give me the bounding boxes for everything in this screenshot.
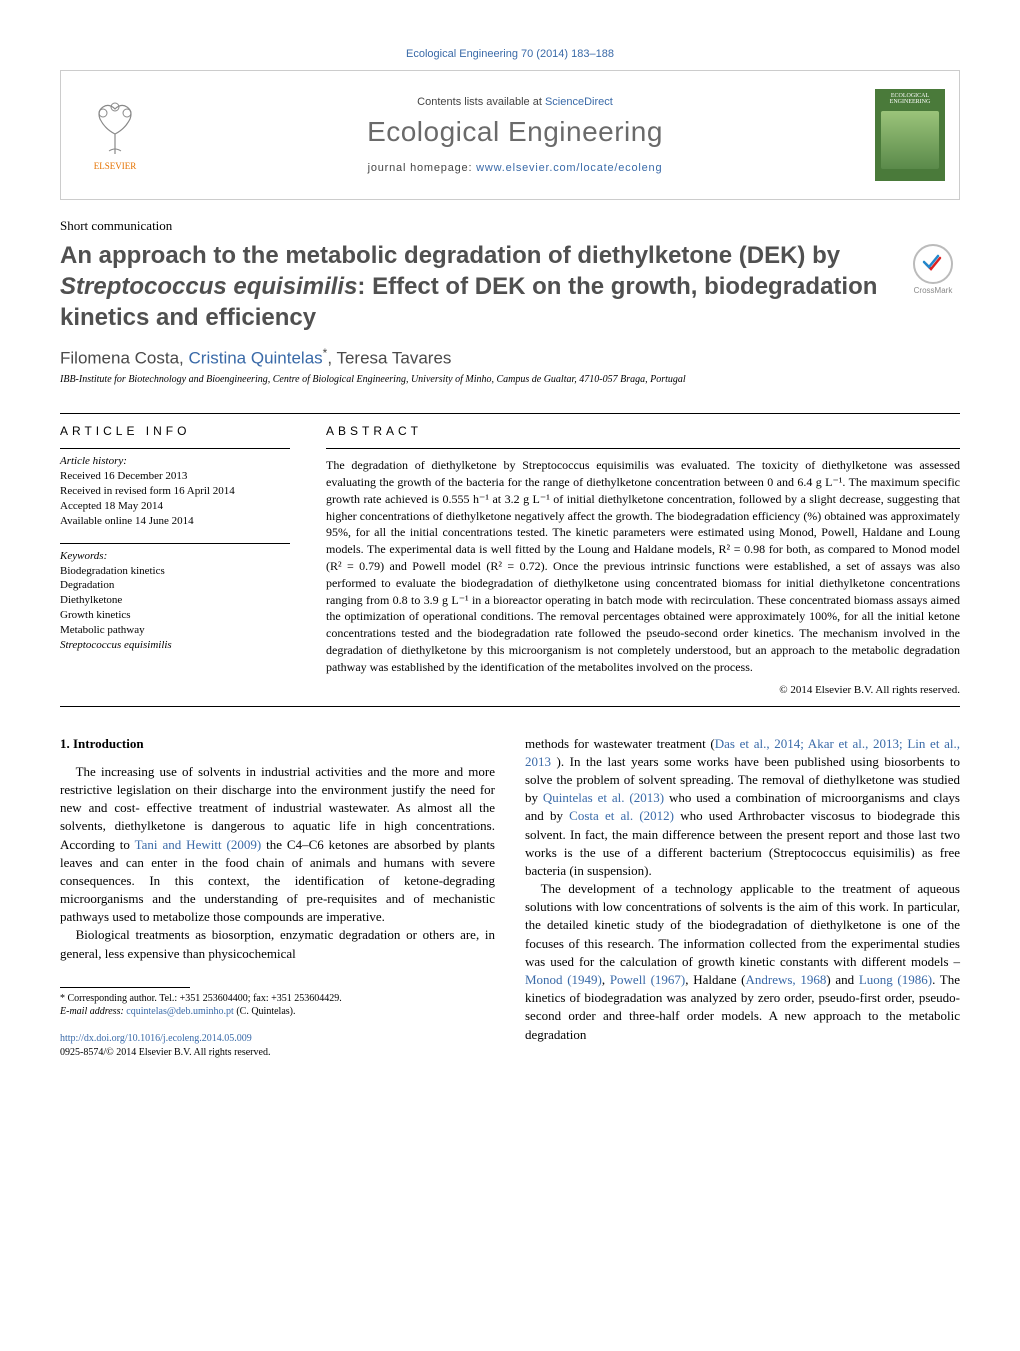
keyword-1: Biodegradation kinetics [60, 564, 290, 579]
author-3: , Teresa Tavares [327, 348, 451, 367]
corresponding-email-link[interactable]: cquintelas@deb.uminho.pt [126, 1006, 234, 1017]
c2p2c: , Haldane ( [685, 972, 745, 987]
crossmark-icon [920, 251, 946, 277]
author-1: Filomena Costa, [60, 348, 189, 367]
body-column-left: 1. Introduction The increasing use of so… [60, 735, 495, 1060]
keyword-3: Diethylketone [60, 593, 290, 608]
journal-cover-thumbnail: ECOLOGICAL ENGINEERING [875, 89, 945, 181]
elsevier-tree-icon [85, 99, 145, 159]
intro-para-2: Biological treatments as biosorption, en… [60, 926, 495, 962]
cover-thumb-image [881, 111, 939, 169]
ref-costa-2012[interactable]: Costa et al. (2012) [569, 808, 674, 823]
affiliation: IBB-Institute for Biotechnology and Bioe… [60, 374, 892, 385]
contents-available-line: Contents lists available at ScienceDirec… [155, 96, 875, 108]
intro-para-1: The increasing use of solvents in indust… [60, 763, 495, 927]
footnote-suffix: (C. Quintelas). [234, 1006, 296, 1017]
journal-homepage-line: journal homepage: www.elsevier.com/locat… [155, 162, 875, 174]
ref-luong-1986[interactable]: Luong (1986) [859, 972, 932, 987]
c2p2d: ) and [826, 972, 858, 987]
history-online: Available online 14 June 2014 [60, 514, 290, 529]
intro-para-3: The development of a technology applicab… [525, 880, 960, 1044]
article-title: An approach to the metabolic degradation… [60, 240, 892, 334]
keywords-divider [60, 543, 290, 544]
ref-quintelas-2013[interactable]: Quintelas et al. (2013) [543, 790, 664, 805]
abstract-copyright: © 2014 Elsevier B.V. All rights reserved… [326, 684, 960, 696]
abstract-subdivider [326, 448, 960, 449]
c2p2b: , [602, 972, 610, 987]
keyword-5: Metabolic pathway [60, 623, 290, 638]
footnote-line1: Corresponding author. Tel.: +351 2536044… [65, 993, 342, 1004]
doi-block: http://dx.doi.org/10.1016/j.ecoleng.2014… [60, 1032, 495, 1060]
divider-top [60, 413, 960, 414]
ref-monod-1949[interactable]: Monod (1949) [525, 972, 602, 987]
contents-prefix: Contents lists available at [417, 96, 545, 108]
ref-andrews-1968[interactable]: Andrews, 1968 [746, 972, 827, 987]
corresponding-footnote: * Corresponding author. Tel.: +351 25360… [60, 992, 495, 1018]
corresponding-author-link[interactable]: Cristina Quintelas [189, 348, 323, 367]
history-revised: Received in revised form 16 April 2014 [60, 484, 290, 499]
keyword-4: Growth kinetics [60, 608, 290, 623]
info-subdivider [60, 448, 290, 449]
keyword-2: Degradation [60, 578, 290, 593]
authors-line: Filomena Costa, Cristina Quintelas*, Ter… [60, 346, 892, 369]
cover-thumb-title: ECOLOGICAL ENGINEERING [879, 93, 941, 105]
history-received: Received 16 December 2013 [60, 469, 290, 484]
article-type-label: Short communication [60, 218, 960, 234]
doi-link[interactable]: http://dx.doi.org/10.1016/j.ecoleng.2014… [60, 1033, 252, 1044]
keywords-label: Keywords: [60, 550, 290, 562]
introduction-heading: 1. Introduction [60, 735, 495, 753]
article-info-heading: article info [60, 424, 290, 438]
article-history-label: Article history: [60, 455, 290, 467]
elsevier-logo: ELSEVIER [75, 99, 155, 171]
journal-header: ELSEVIER Contents lists available at Sci… [60, 70, 960, 200]
ref-tani-hewitt-2009[interactable]: Tani and Hewitt (2009) [135, 837, 262, 852]
sciencedirect-link[interactable]: ScienceDirect [545, 96, 613, 108]
abstract-heading: abstract [326, 424, 960, 438]
crossmark-badge[interactable]: CrossMark [906, 244, 960, 295]
running-citation: Ecological Engineering 70 (2014) 183–188 [60, 48, 960, 60]
crossmark-label: CrossMark [914, 286, 953, 295]
c2p2a: The development of a technology applicab… [525, 881, 960, 969]
divider-bottom [60, 706, 960, 707]
intro-para-2-cont: methods for wastewater treatment (Das et… [525, 735, 960, 881]
keyword-6: Streptococcus equisimilis [60, 638, 290, 653]
footnote-rule [60, 987, 190, 988]
elsevier-wordmark: ELSEVIER [94, 161, 137, 171]
history-accepted: Accepted 18 May 2014 [60, 499, 290, 514]
journal-name: Ecological Engineering [155, 116, 875, 148]
title-species-italic: Streptococcus equisimilis [60, 273, 357, 300]
homepage-prefix: journal homepage: [368, 162, 477, 174]
c2p1a: methods for wastewater treatment ( [525, 736, 715, 751]
title-part1: An approach to the metabolic degradation… [60, 242, 840, 269]
body-column-right: methods for wastewater treatment (Das et… [525, 735, 960, 1060]
issn-copyright: 0925-8574/© 2014 Elsevier B.V. All right… [60, 1047, 270, 1058]
ref-powell-1967[interactable]: Powell (1967) [610, 972, 685, 987]
footnote-email-label: E-mail address: [60, 1006, 126, 1017]
abstract-text: The degradation of diethylketone by Stre… [326, 457, 960, 675]
journal-homepage-link[interactable]: www.elsevier.com/locate/ecoleng [476, 162, 662, 174]
